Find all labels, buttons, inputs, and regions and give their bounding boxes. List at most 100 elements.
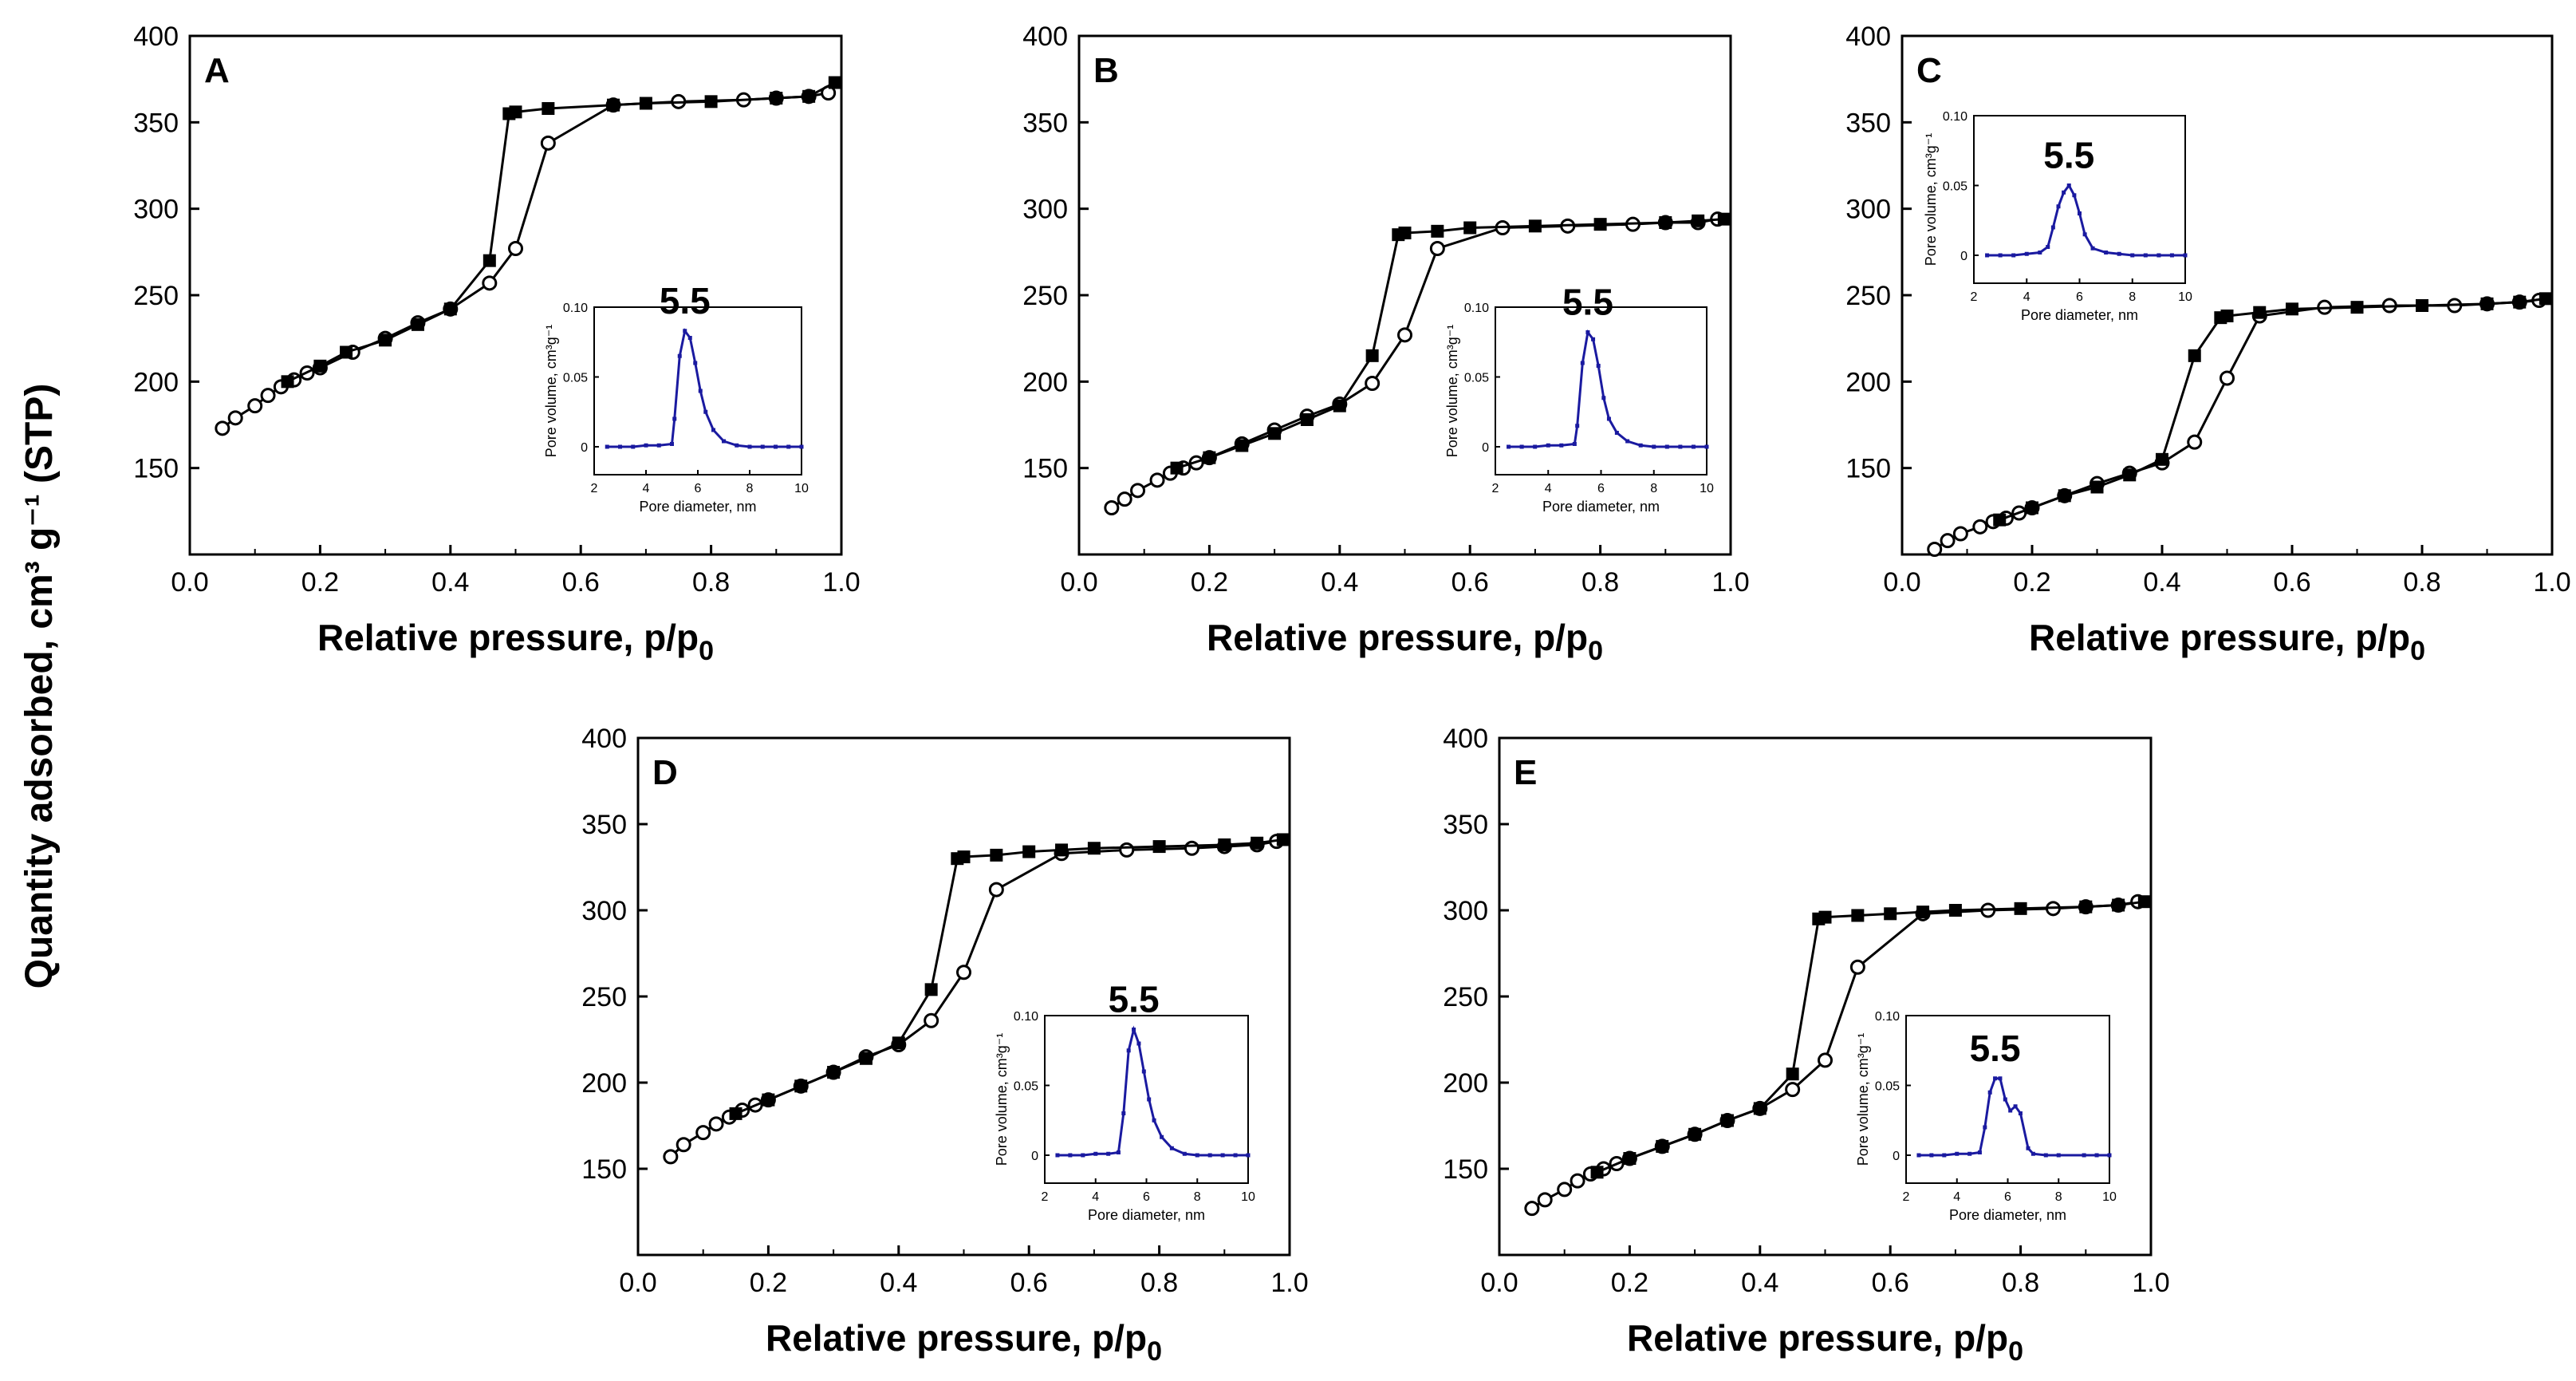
global-y-axis-title: Quantity adsorbed, cm³ g⁻¹ (STP): [18, 384, 61, 989]
inset-distribution-point: [1691, 444, 1696, 449]
desorption-point: [1884, 907, 1897, 921]
adsorption-line: [221, 92, 829, 430]
desorption-point: [607, 98, 620, 112]
inset-distribution-point: [2011, 253, 2016, 258]
inset-x-tick-label: 4: [643, 482, 650, 495]
inset-distribution-point: [760, 444, 765, 449]
desorption-point: [762, 1093, 775, 1107]
x-tick-label: 0.0: [619, 1268, 656, 1298]
desorption-point: [1659, 216, 1672, 229]
inset-distribution-point: [1533, 444, 1538, 449]
inset-frame: [1495, 306, 1707, 475]
adsorption-point: [2220, 370, 2235, 386]
inset-distribution-point: [1625, 439, 1630, 444]
y-tick-label: 300: [1443, 896, 1488, 926]
desorption-point: [2214, 311, 2227, 325]
inset-distribution-point: [1136, 1041, 1141, 1046]
x-tick-label: 0.8: [1140, 1268, 1178, 1298]
desorption-point: [1087, 842, 1101, 855]
inset-distribution-point: [605, 444, 609, 449]
desorption-point: [1333, 399, 1346, 412]
inset-x-tick-label: 8: [1650, 482, 1657, 495]
desorption-point: [1786, 1067, 1799, 1081]
panel-label: B: [1093, 51, 1119, 90]
inset-distribution-point: [2078, 211, 2082, 215]
desorption-point: [2079, 900, 2093, 913]
inset-distribution-point: [1169, 1146, 1174, 1150]
inset-distribution-point: [799, 444, 804, 449]
adsorption-point: [482, 275, 498, 291]
inset-distribution-line: [1987, 183, 2185, 257]
y-tick-label: 250: [1022, 281, 1068, 311]
inset-peak-label: 5.5: [1970, 1028, 2021, 1069]
inset-distribution-point: [1585, 330, 1590, 334]
inset-x-tick-label: 4: [1953, 1190, 1960, 1204]
inset-y-axis-title: Pore volume, cm³g⁻¹: [1855, 1033, 1871, 1166]
inset-distribution-point: [1983, 1125, 1987, 1130]
x-tick-label: 0.0: [1060, 567, 1097, 598]
inset-distribution-point: [1929, 1153, 1934, 1158]
y-tick-label: 400: [133, 22, 179, 52]
adsorption-point: [676, 1137, 691, 1153]
x-tick-label: 0.0: [1480, 1268, 1518, 1298]
inset-x-tick-label: 10: [2102, 1190, 2117, 1204]
inset-x-tick-label: 2: [1042, 1190, 1049, 1204]
desorption-point: [802, 89, 816, 103]
x-tick-label: 0.8: [2403, 567, 2440, 598]
inset-x-tick-label: 2: [1971, 290, 1978, 304]
inset-distribution-point: [2018, 1111, 2023, 1115]
inset-distribution-point: [1246, 1153, 1251, 1158]
inset-y-tick-label: 0: [1960, 250, 1967, 263]
y-tick-label: 200: [1845, 367, 1891, 397]
desorption-point: [729, 1107, 742, 1120]
inset-distribution-point: [672, 416, 677, 421]
inset-distribution-point: [2050, 225, 2055, 230]
inset-distribution-point: [703, 409, 708, 414]
x-axis-title: Relative pressure, p/p0: [1207, 617, 1603, 666]
inset-distribution-point: [2082, 232, 2087, 237]
inset-distribution-point: [2082, 1153, 2086, 1158]
desorption-point: [340, 345, 353, 359]
x-tick-label: 1.0: [1711, 567, 1749, 598]
panel-a: 0.0 0.2 0.4 0.6 0.8 1.0 150 200 250 300 350 400 Rela…: [133, 22, 860, 666]
desorption-point: [1203, 451, 1216, 464]
y-tick-label: 150: [133, 454, 179, 484]
y-tick-label: 300: [133, 195, 179, 225]
inset-distribution-point: [1575, 424, 1580, 428]
inset-distribution-point: [1126, 1048, 1131, 1053]
x-axis-title: Relative pressure, p/p0: [317, 617, 714, 666]
desorption-point: [281, 375, 294, 389]
desorption-point: [2480, 297, 2494, 310]
inset-distribution-point: [1559, 443, 1564, 448]
desorption-point: [2137, 895, 2151, 909]
inset-distribution-point: [747, 444, 752, 449]
inset-y-tick-label: 0: [581, 441, 588, 455]
inset-distribution-point: [1664, 444, 1669, 449]
inset-distribution-point: [1572, 442, 1577, 446]
desorption-point: [411, 318, 424, 331]
panel-label: E: [1514, 753, 1537, 792]
desorption-point: [859, 1052, 872, 1065]
inset-distribution-point: [1638, 443, 1643, 448]
inset-distribution-point: [677, 353, 682, 358]
desorption-point: [1753, 1102, 1767, 1115]
y-tick-label: 200: [1022, 367, 1068, 397]
inset-y-tick-label: 0.10: [1464, 302, 1489, 315]
x-tick-label: 0.8: [692, 567, 730, 598]
inset-x-tick-label: 8: [2129, 290, 2136, 304]
desorption-point: [1365, 349, 1379, 362]
inset-x-tick-label: 4: [1545, 482, 1552, 495]
desorption-point: [1528, 219, 1542, 233]
panel-label: C: [1916, 51, 1942, 90]
y-tick-label: 200: [133, 367, 179, 397]
desorption-point: [951, 852, 964, 866]
desorption-point: [1170, 461, 1184, 475]
desorption-point: [2539, 292, 2552, 306]
inset-distribution-point: [1987, 1090, 1992, 1095]
y-tick-label: 350: [1022, 108, 1068, 138]
desorption-point: [483, 254, 496, 267]
inset-distribution-point: [2026, 1146, 2030, 1150]
inset-distribution-point: [1580, 361, 1585, 365]
inset-y-tick-label: 0.10: [1014, 1010, 1038, 1024]
inset-x-tick-label: 6: [2004, 1190, 2011, 1204]
